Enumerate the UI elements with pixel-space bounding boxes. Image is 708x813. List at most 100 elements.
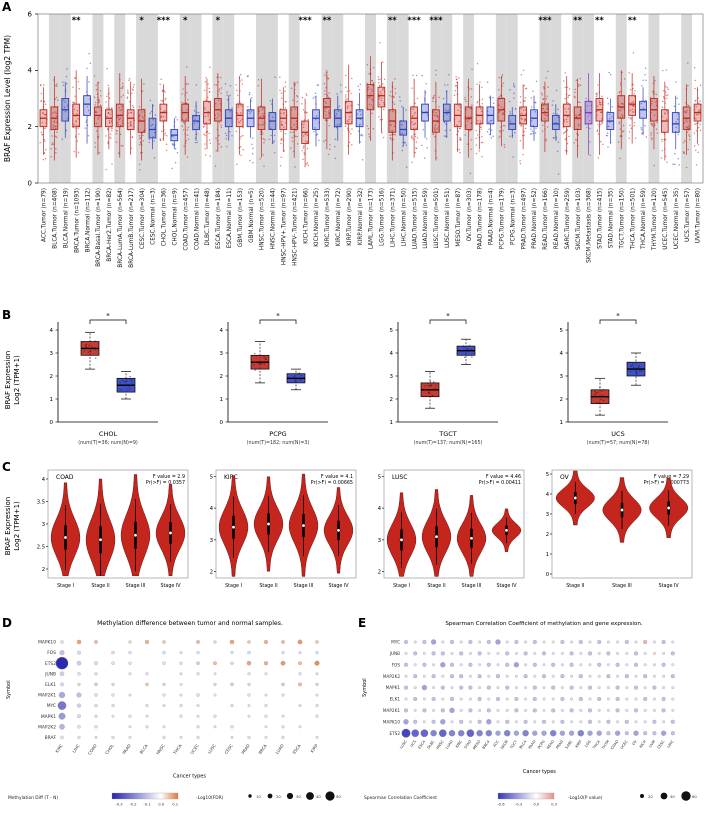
svg-text:Spearman Correlation Coefficie: Spearman Correlation Coefficient of meth… <box>445 621 643 627</box>
svg-text:-0.6: -0.6 <box>497 803 505 807</box>
dot <box>314 660 320 666</box>
dot <box>560 708 564 712</box>
svg-text:THYM: THYM <box>601 739 611 750</box>
dot <box>468 697 472 701</box>
dot <box>671 686 675 690</box>
dot <box>496 708 500 712</box>
dot <box>298 651 302 654</box>
svg-text:PAAD.Tumor (n=178): PAAD.Tumor (n=178) <box>478 188 484 249</box>
svg-text:MAP2K2: MAP2K2 <box>38 724 56 730</box>
dot <box>145 714 149 718</box>
dot <box>477 719 482 724</box>
svg-text:PRAD.Normal (n=52): PRAD.Normal (n=52) <box>532 188 538 249</box>
svg-text:MESO.Tumor (n=87): MESO.Tumor (n=87) <box>456 188 462 247</box>
dot <box>162 704 166 707</box>
dot <box>560 651 564 655</box>
dot <box>468 662 473 667</box>
dot <box>523 651 528 656</box>
dot <box>671 663 675 667</box>
svg-text:CHOL.Tumor (n=36): CHOL.Tumor (n=36) <box>162 188 168 246</box>
svg-text:PAAD: PAAD <box>528 739 537 749</box>
panel-b: B BRAF Expression Log2 (TPM+1) 0 1 2 3 4 * CHOL (… <box>0 308 708 460</box>
svg-text:3: 3 <box>546 512 549 518</box>
dot <box>505 674 509 678</box>
svg-text:ESCA.Tumor (n=184): ESCA.Tumor (n=184) <box>216 188 222 249</box>
dot <box>196 661 200 665</box>
dot <box>196 672 200 676</box>
svg-text:BRAF Expression: BRAF Expression <box>4 351 12 409</box>
svg-text:2: 2 <box>220 374 224 380</box>
svg-text:COAD.Tumor (n=457): COAD.Tumor (n=457) <box>183 188 189 251</box>
svg-text:(num(T)=57; num(N)=78): (num(T)=57; num(N)=78) <box>587 440 650 446</box>
panel-d: D Methylation difference between tumor a… <box>0 616 356 813</box>
dot <box>614 730 621 736</box>
dot <box>633 662 639 667</box>
dot <box>671 640 675 644</box>
dot <box>606 719 611 724</box>
svg-text:3: 3 <box>220 351 224 357</box>
svg-text:2: 2 <box>28 123 32 131</box>
dot <box>94 672 98 676</box>
dot <box>616 640 620 644</box>
svg-text:BRCA.Normal (n=112): BRCA.Normal (n=112) <box>85 188 91 252</box>
dot <box>263 661 269 666</box>
svg-text:2: 2 <box>378 570 381 576</box>
svg-text:ACC: ACC <box>492 739 500 748</box>
svg-text:-0.3: -0.3 <box>515 803 523 807</box>
svg-text:KIRP.Tumor (n=290): KIRP.Tumor (n=290) <box>347 188 353 246</box>
svg-text:LUAD.Tumor (n=515): LUAD.Tumor (n=515) <box>412 188 418 249</box>
dot <box>111 661 115 665</box>
svg-text:Stage I: Stage I <box>57 583 74 589</box>
dot <box>263 639 269 645</box>
dot <box>230 725 234 729</box>
dot <box>670 674 675 679</box>
dot <box>422 720 426 724</box>
dot <box>532 685 537 690</box>
dot <box>624 639 629 645</box>
dot <box>213 672 217 676</box>
dot <box>643 696 648 702</box>
dot <box>59 650 65 656</box>
dot <box>403 685 409 690</box>
svg-text:PCPG.Tumor (n=179): PCPG.Tumor (n=179) <box>500 188 506 249</box>
svg-text:2: 2 <box>560 397 564 403</box>
dot <box>411 729 420 738</box>
svg-text:MAP2K1: MAP2K1 <box>383 708 400 713</box>
dot <box>76 703 82 708</box>
dot <box>486 685 491 690</box>
dot <box>111 704 115 708</box>
dot <box>196 693 200 697</box>
dot <box>485 729 493 737</box>
dot <box>503 729 511 737</box>
svg-text:ESCA: ESCA <box>291 743 301 755</box>
dot <box>441 640 445 644</box>
box <box>83 95 91 116</box>
svg-text:ACC.Tumor (n=79): ACC.Tumor (n=79) <box>42 188 48 242</box>
dot <box>94 682 98 687</box>
svg-text:GBM.Normal (n=5): GBM.Normal (n=5) <box>249 188 255 243</box>
dot <box>422 674 426 678</box>
dot <box>466 729 475 738</box>
dot <box>587 719 593 724</box>
dot <box>111 693 115 697</box>
svg-text:4: 4 <box>220 328 224 334</box>
svg-text:BRAF Expression: BRAF Expression <box>4 497 12 555</box>
svg-text:PAAD.Normal (n=4): PAAD.Normal (n=4) <box>489 188 495 245</box>
dot <box>162 640 166 644</box>
svg-text:HNSC: HNSC <box>435 739 444 750</box>
svg-text:Cancer types: Cancer types <box>173 773 206 779</box>
dot <box>542 640 546 644</box>
svg-text:Pr(>F) = 0.00665: Pr(>F) = 0.00665 <box>311 480 353 486</box>
dot <box>532 662 537 667</box>
svg-text:BRCA: BRCA <box>257 743 268 755</box>
svg-text:BRCA-LumA.Tumor (n=564): BRCA-LumA.Tumor (n=564) <box>118 188 124 268</box>
dot <box>514 674 518 678</box>
dot <box>587 730 593 736</box>
svg-text:4: 4 <box>560 351 564 357</box>
dot <box>624 731 629 736</box>
svg-text:0: 0 <box>28 179 32 187</box>
svg-text:LUSC: LUSC <box>399 739 408 749</box>
dot <box>643 663 647 667</box>
svg-text:LUAD: LUAD <box>274 743 284 755</box>
dot <box>468 720 472 724</box>
